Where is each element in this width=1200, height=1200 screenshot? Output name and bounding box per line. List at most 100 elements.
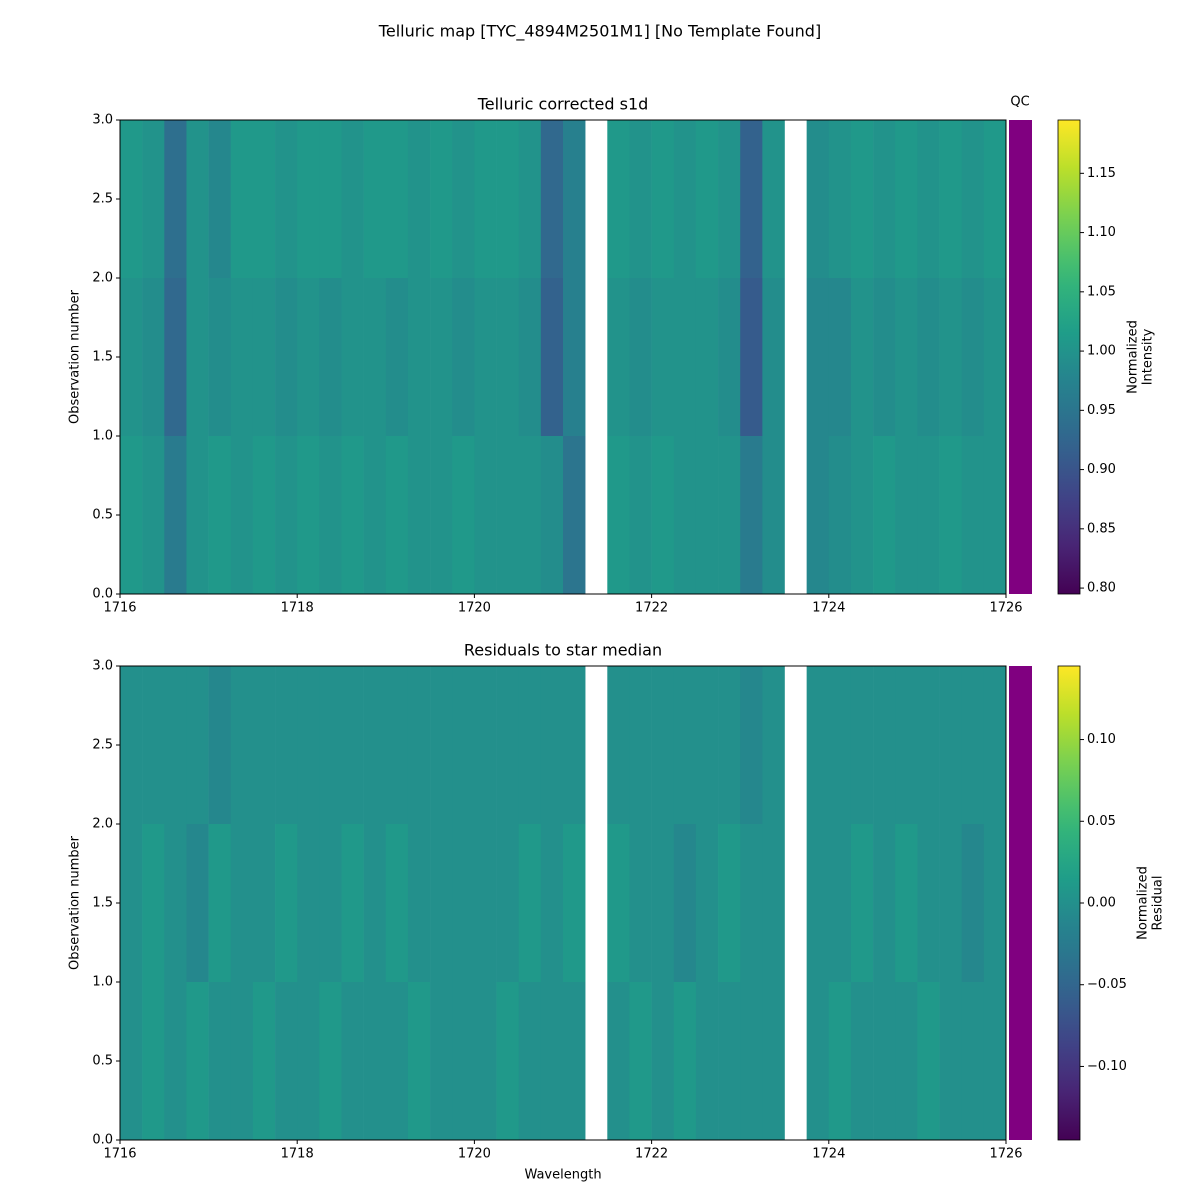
x-tick-label: 1716: [103, 1147, 136, 1162]
heatmap-cell: [363, 666, 387, 824]
colorbar-tick-label: 0.80: [1087, 581, 1116, 596]
heatmap-cell: [718, 436, 741, 594]
colorbar-label: Normalized: [1136, 866, 1151, 940]
x-tick-label: 1724: [812, 1147, 845, 1162]
heatmap-cell: [518, 666, 542, 824]
heatmap-cell: [961, 436, 985, 594]
heatmap-cell: [164, 824, 187, 982]
heatmap-cell: [961, 278, 985, 436]
y-tick-label: 1.0: [92, 975, 113, 990]
heatmap-cell: [607, 120, 630, 278]
y-tick-label: 0.0: [92, 587, 113, 602]
y-tick-label: 0.0: [92, 1133, 113, 1148]
heatmap-cell: [407, 666, 431, 824]
heatmap-cell: [252, 436, 276, 594]
y-tick-label: 3.0: [92, 659, 113, 674]
heatmap-cell: [895, 824, 918, 982]
x-tick-label: 1726: [989, 1147, 1022, 1162]
y-tick-label: 1.0: [92, 429, 113, 444]
heatmap-cell: [496, 666, 519, 824]
heatmap-cell: [983, 824, 1007, 982]
colorbar-tick-label: 0.85: [1087, 521, 1116, 536]
y-tick-label: 2.0: [92, 271, 113, 286]
heatmap-cell: [407, 982, 431, 1140]
heatmap-cell: [939, 824, 962, 982]
heatmap-cell: [120, 982, 143, 1140]
heatmap-cell: [164, 666, 187, 824]
heatmap-cell: [230, 278, 254, 436]
heatmap-cell: [873, 436, 896, 594]
heatmap-cell: [983, 666, 1007, 824]
y-tick-label: 1.5: [92, 350, 113, 365]
heatmap-cell: [961, 824, 985, 982]
heatmap-cell: [407, 278, 431, 436]
heatmap-cell: [319, 824, 342, 982]
heatmap-cell: [496, 982, 519, 1140]
heatmap-cell: [496, 436, 519, 594]
heatmap-cell: [629, 666, 652, 824]
x-tick-label: 1722: [635, 1147, 668, 1162]
heatmap-cell: [518, 278, 542, 436]
heatmap-cell: [252, 824, 276, 982]
heatmap-cell: [563, 824, 586, 982]
heatmap-cell: [142, 982, 165, 1140]
y-tick-label: 0.5: [92, 508, 113, 523]
heatmap-cell: [407, 120, 431, 278]
heatmap-cell: [629, 982, 652, 1140]
heatmap-cell: [850, 824, 874, 982]
heatmap-cell: [164, 436, 187, 594]
heatmap-cell: [762, 278, 785, 436]
heatmap-cell: [718, 278, 741, 436]
heatmap-cell: [275, 982, 298, 1140]
x-tick-label: 1726: [989, 601, 1022, 616]
heatmap-cell: [740, 120, 763, 278]
colorbar-label: Normalized: [1126, 320, 1141, 394]
heatmap-cell: [518, 120, 542, 278]
heatmap-cell: [186, 666, 209, 824]
heatmap-cell: [208, 120, 232, 278]
heatmap-cell: [607, 436, 630, 594]
heatmap-cell: [695, 666, 719, 824]
heatmap-cell: [297, 666, 320, 824]
heatmap-cell: [430, 982, 453, 1140]
heatmap-cell: [917, 982, 940, 1140]
heatmap-cell: [496, 120, 519, 278]
y-tick-label: 2.5: [92, 738, 113, 753]
heatmap-cell: [474, 278, 497, 436]
heatmap-cell: [917, 436, 940, 594]
colorbar-tick-label: 0.95: [1087, 403, 1116, 418]
heatmap-cell: [319, 120, 342, 278]
heatmap-cell: [540, 824, 564, 982]
heatmap-cell: [275, 436, 298, 594]
heatmap-cell: [474, 436, 497, 594]
heatmap-cell: [297, 436, 320, 594]
heatmap-cell: [563, 120, 586, 278]
heatmap-cell: [230, 666, 254, 824]
heatmap-cell: [607, 824, 630, 982]
heatmap-cell: [275, 278, 298, 436]
heatmap-cell: [385, 824, 409, 982]
heatmap-cell: [983, 120, 1007, 278]
heatmap-cell: [718, 982, 741, 1140]
heatmap-cell: [186, 120, 209, 278]
heatmap-cell: [430, 436, 453, 594]
heatmap-cell: [164, 120, 187, 278]
x-tick-label: 1720: [458, 601, 491, 616]
y-axis-label: Observation number: [68, 835, 83, 970]
heatmap-cell: [496, 278, 519, 436]
heatmap-cell: [164, 278, 187, 436]
heatmap-cell: [917, 666, 940, 824]
colorbar: [1057, 665, 1081, 1141]
heatmap-cell: [828, 666, 852, 824]
heatmap-cell: [740, 666, 763, 824]
heatmap-cell: [873, 120, 896, 278]
heatmap-cell: [540, 120, 564, 278]
heatmap-cell: [873, 824, 896, 982]
heatmap-cell: [895, 278, 918, 436]
heatmap-cell: [452, 278, 475, 436]
x-tick-label: 1718: [281, 601, 314, 616]
heatmap-cell: [186, 982, 209, 1140]
heatmap-cell: [142, 824, 165, 982]
heatmap-cell: [319, 278, 342, 436]
heatmap-cell: [850, 436, 874, 594]
